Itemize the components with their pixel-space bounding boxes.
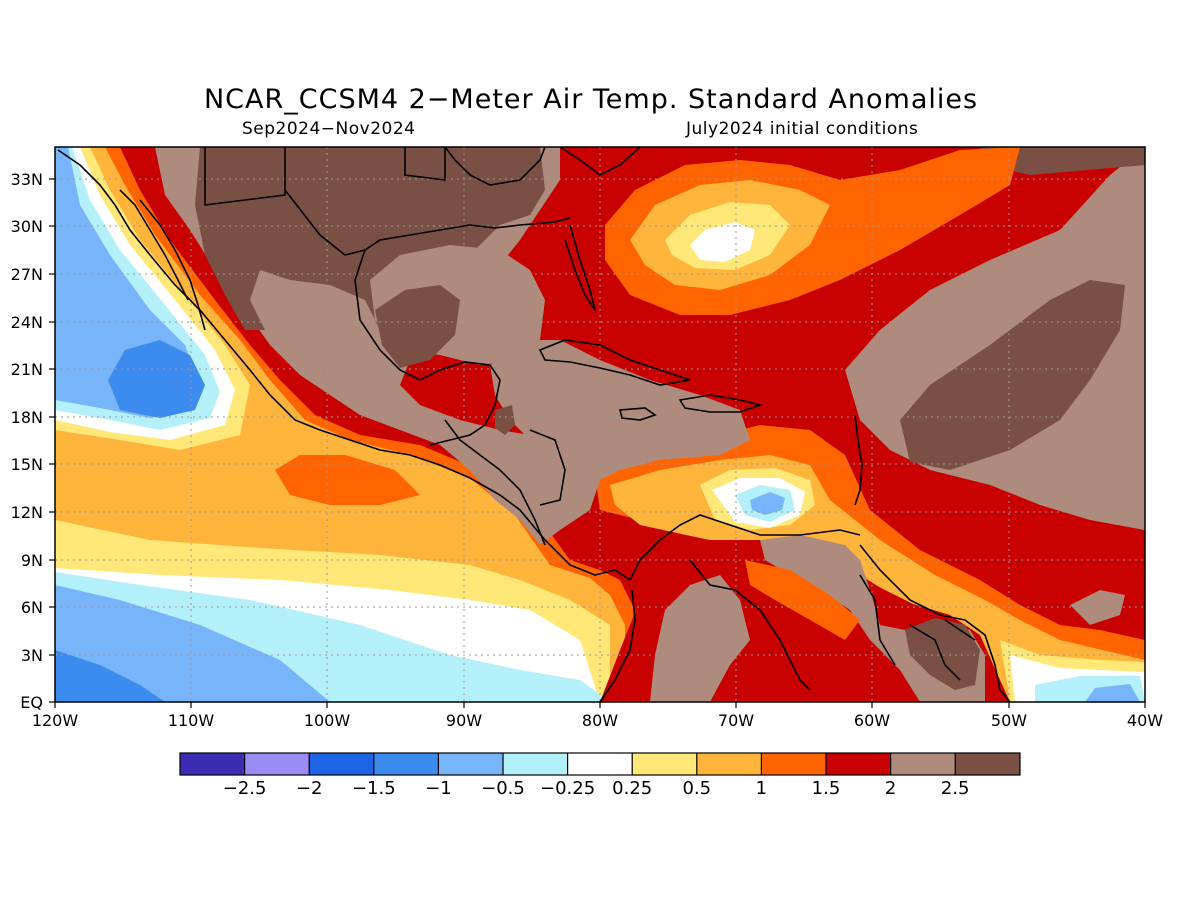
y-tick-label: 33N [11,170,43,189]
y-tick-label: 15N [11,455,43,474]
colorbar-swatch [180,753,245,775]
x-tick-label: 120W [32,711,79,730]
y-tick-label: 27N [11,265,43,284]
map-title: NCAR_CCSM4 2−Meter Air Temp. Standard An… [203,84,979,115]
initial-conditions: July2024 initial conditions [686,119,919,139]
colorbar-swatch [309,753,374,775]
colorbar-swatch [890,753,956,775]
field-pacific-blue-south [55,650,165,702]
colorbar-swatch [632,753,697,775]
colorbar-label: −2.5 [223,778,267,799]
x-tick-label: 100W [304,711,351,730]
field-pacific-yellow [55,147,610,702]
colorbar-swatch [567,753,633,775]
x-tick-label: 90W [446,711,482,730]
colorbar-label: −1 [425,778,452,799]
colorbar-swatch [438,753,503,775]
colorbar-swatch [761,753,826,775]
field-pacific-blue-north [108,340,205,418]
colorbar-swatch [244,753,310,775]
field-caribbean-lightblue [750,492,785,515]
colorbar-label: 2.5 [941,778,970,799]
y-tick-label: 18N [11,408,43,427]
field-atlantic-darkbrown-corner [980,147,1145,175]
field-guiana-darkbrown [905,618,980,690]
graticule [55,147,1145,702]
colorbar-swatch [503,753,568,775]
colorbar-label: 1 [756,778,767,799]
y-tick-label: 21N [11,360,43,379]
x-tick-label: 70W [718,711,754,730]
field-gulf-darkbrown [375,285,460,368]
field-atl-brown-eq [1070,590,1125,625]
coastlines [57,147,1011,702]
y-tick-label: 6N [21,598,43,617]
y-tick-label: 9N [21,551,43,570]
tick-marks [49,178,1146,708]
y-tick-label: 3N [21,646,43,665]
x-tick-label: 50W [991,711,1027,730]
colorbar: −2.5 −2 −1.5 −1 −0.5 −0.25 0.25 0.5 1 1.… [179,752,1021,799]
y-tick-label: EQ [20,693,43,712]
colorbar-label: 0.5 [682,778,711,799]
y-tick-label: 12N [11,503,43,522]
x-axis-labels: 120W 110W 100W 90W 80W 70W 60W 50W 40W [32,711,1163,730]
colorbar-label: 0.25 [612,778,652,799]
field-atlantic-darkbrown [900,280,1125,470]
colorbar-swatch [696,753,762,775]
field-sa-orange-strip [745,560,860,640]
y-tick-label: 30N [11,217,43,236]
colorbar-swatch [955,753,1020,775]
x-tick-label: 80W [582,711,618,730]
colorbar-label: −0.5 [481,778,525,799]
colorbar-label: 1.5 [812,778,841,799]
field-pacific-lightblue [55,147,330,702]
colorbar-label: −1.5 [352,778,396,799]
x-tick-label: 60W [854,711,890,730]
x-tick-label: 110W [168,711,215,730]
colorbar-swatch [826,753,891,775]
colorbar-label: −2 [296,778,323,799]
field-sa-lightblue [1085,684,1140,702]
colorbar-swatch [373,753,439,775]
colorbar-label: 2 [885,778,896,799]
field-pacific-orange-blob [275,455,420,505]
anomaly-fields [55,147,1145,702]
colorbar-label: −0.25 [540,778,595,799]
field-yucatan-darkbrown [495,405,515,435]
field-atlantic-white [690,222,755,262]
y-axis-labels: EQ 3N 6N 9N 12N 15N 18N 21N 24N 27N 30N … [11,170,43,712]
x-tick-label: 40W [1127,711,1163,730]
forecast-period: Sep2024−Nov2024 [242,119,416,139]
y-tick-label: 24N [11,313,43,332]
